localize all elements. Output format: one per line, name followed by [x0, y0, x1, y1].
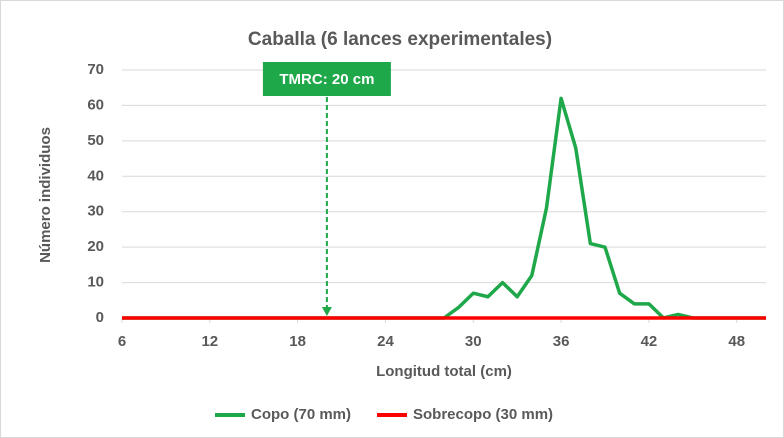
x-tick-label: 24	[377, 333, 394, 350]
x-tick-label: 42	[641, 333, 658, 350]
x-tick-label: 36	[553, 333, 570, 350]
y-tick-label: 0	[96, 309, 104, 326]
annotation-box	[262, 62, 391, 96]
y-axis-label: Número individuos	[37, 127, 54, 263]
x-tick-label: 18	[289, 333, 306, 350]
x-tick-label: 6	[118, 333, 126, 350]
y-tick-label: 40	[87, 167, 104, 184]
annotation-text: TMRC: 20 cm	[279, 71, 374, 88]
legend-label: Copo (70 mm)	[251, 406, 351, 423]
legend-label: Sobrecopo (30 mm)	[413, 406, 553, 423]
y-tick-label: 30	[87, 203, 104, 220]
x-tick-label: 30	[465, 333, 482, 350]
annotation-arrowhead	[321, 307, 332, 316]
y-tick-label: 20	[87, 238, 104, 255]
y-tick-label: 60	[87, 96, 104, 113]
x-axis-label: Longitud total (cm)	[376, 363, 512, 380]
y-tick-label: 10	[87, 274, 104, 291]
x-tick-label: 12	[201, 333, 218, 350]
x-tick-label: 48	[728, 333, 745, 350]
y-tick-label: 50	[87, 132, 104, 149]
y-tick-label: 70	[87, 61, 104, 78]
chart-title: Caballa (6 lances experimentales)	[248, 29, 552, 50]
